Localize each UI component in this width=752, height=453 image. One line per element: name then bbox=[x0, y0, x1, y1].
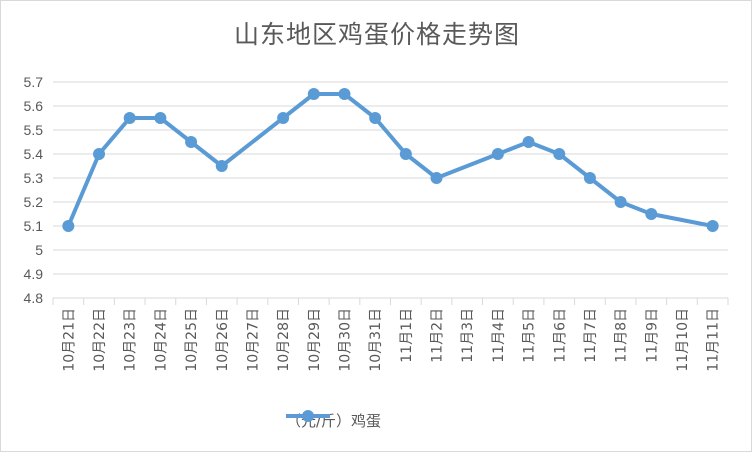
x-tick-label: 10月21日 bbox=[61, 308, 77, 372]
legend: （元/斤）鸡蛋 bbox=[286, 409, 381, 431]
data-point bbox=[123, 112, 136, 124]
data-point bbox=[338, 88, 351, 100]
x-tick-label: 10月31日 bbox=[368, 308, 384, 372]
series-line bbox=[66, 92, 714, 228]
data-point bbox=[62, 220, 75, 232]
data-point bbox=[307, 88, 320, 100]
x-tick-label: 11月1日 bbox=[399, 308, 415, 363]
data-point bbox=[553, 148, 566, 160]
data-point bbox=[522, 136, 535, 148]
x-tick-label: 10月25日 bbox=[184, 308, 200, 372]
data-point bbox=[277, 112, 290, 124]
y-tick-label: 5.2 bbox=[24, 194, 44, 210]
x-tick-label: 10月30日 bbox=[337, 308, 353, 372]
data-point bbox=[369, 112, 382, 124]
y-tick-label: 4.9 bbox=[24, 266, 44, 282]
x-tick-label: 10月26日 bbox=[215, 308, 231, 372]
x-tick-label: 10月22日 bbox=[92, 308, 108, 372]
x-tick-label: 10月27日 bbox=[245, 308, 261, 372]
x-tick-label: 10月23日 bbox=[123, 308, 139, 372]
y-tick-label: 5.3 bbox=[24, 170, 44, 186]
x-tick-label: 10月28日 bbox=[276, 308, 292, 372]
y-tick-label: 5.1 bbox=[24, 218, 44, 234]
data-point bbox=[491, 148, 504, 160]
data-point bbox=[430, 172, 443, 184]
x-tick-label: 11月2日 bbox=[430, 308, 446, 363]
x-tick-label: 11月8日 bbox=[614, 308, 630, 363]
y-tick-label: 5.6 bbox=[24, 98, 44, 114]
data-point bbox=[215, 160, 228, 172]
x-tick-label: 11月7日 bbox=[583, 308, 599, 363]
data-point bbox=[706, 220, 719, 232]
chart-title: 山东地区鸡蛋价格走势图 bbox=[233, 20, 520, 49]
data-point bbox=[185, 136, 198, 148]
x-tick-label: 11月11日 bbox=[706, 308, 722, 372]
data-point bbox=[154, 112, 167, 124]
x-tick-label: 10月29日 bbox=[307, 308, 323, 372]
x-tick-label: 11月3日 bbox=[460, 308, 476, 363]
y-tick-label: 5.7 bbox=[24, 74, 44, 90]
y-tick-label: 5.4 bbox=[24, 146, 44, 162]
x-tick-label: 11月6日 bbox=[552, 308, 568, 363]
data-point bbox=[399, 148, 412, 160]
x-tick-label: 11月5日 bbox=[522, 308, 538, 363]
y-tick-label: 5.5 bbox=[24, 122, 44, 138]
y-tick-label: 5 bbox=[35, 242, 43, 258]
x-tick-label: 11月10日 bbox=[675, 308, 691, 372]
x-tick-label: 10月24日 bbox=[153, 308, 169, 372]
legend-line-marker-icon bbox=[286, 410, 330, 422]
data-point bbox=[93, 148, 106, 160]
data-point bbox=[614, 196, 627, 208]
x-tick-label: 11月4日 bbox=[491, 308, 507, 363]
data-point bbox=[583, 172, 596, 184]
y-tick-label: 4.8 bbox=[24, 290, 44, 306]
data-point bbox=[645, 208, 658, 220]
x-tick-label: 11月9日 bbox=[644, 308, 660, 363]
